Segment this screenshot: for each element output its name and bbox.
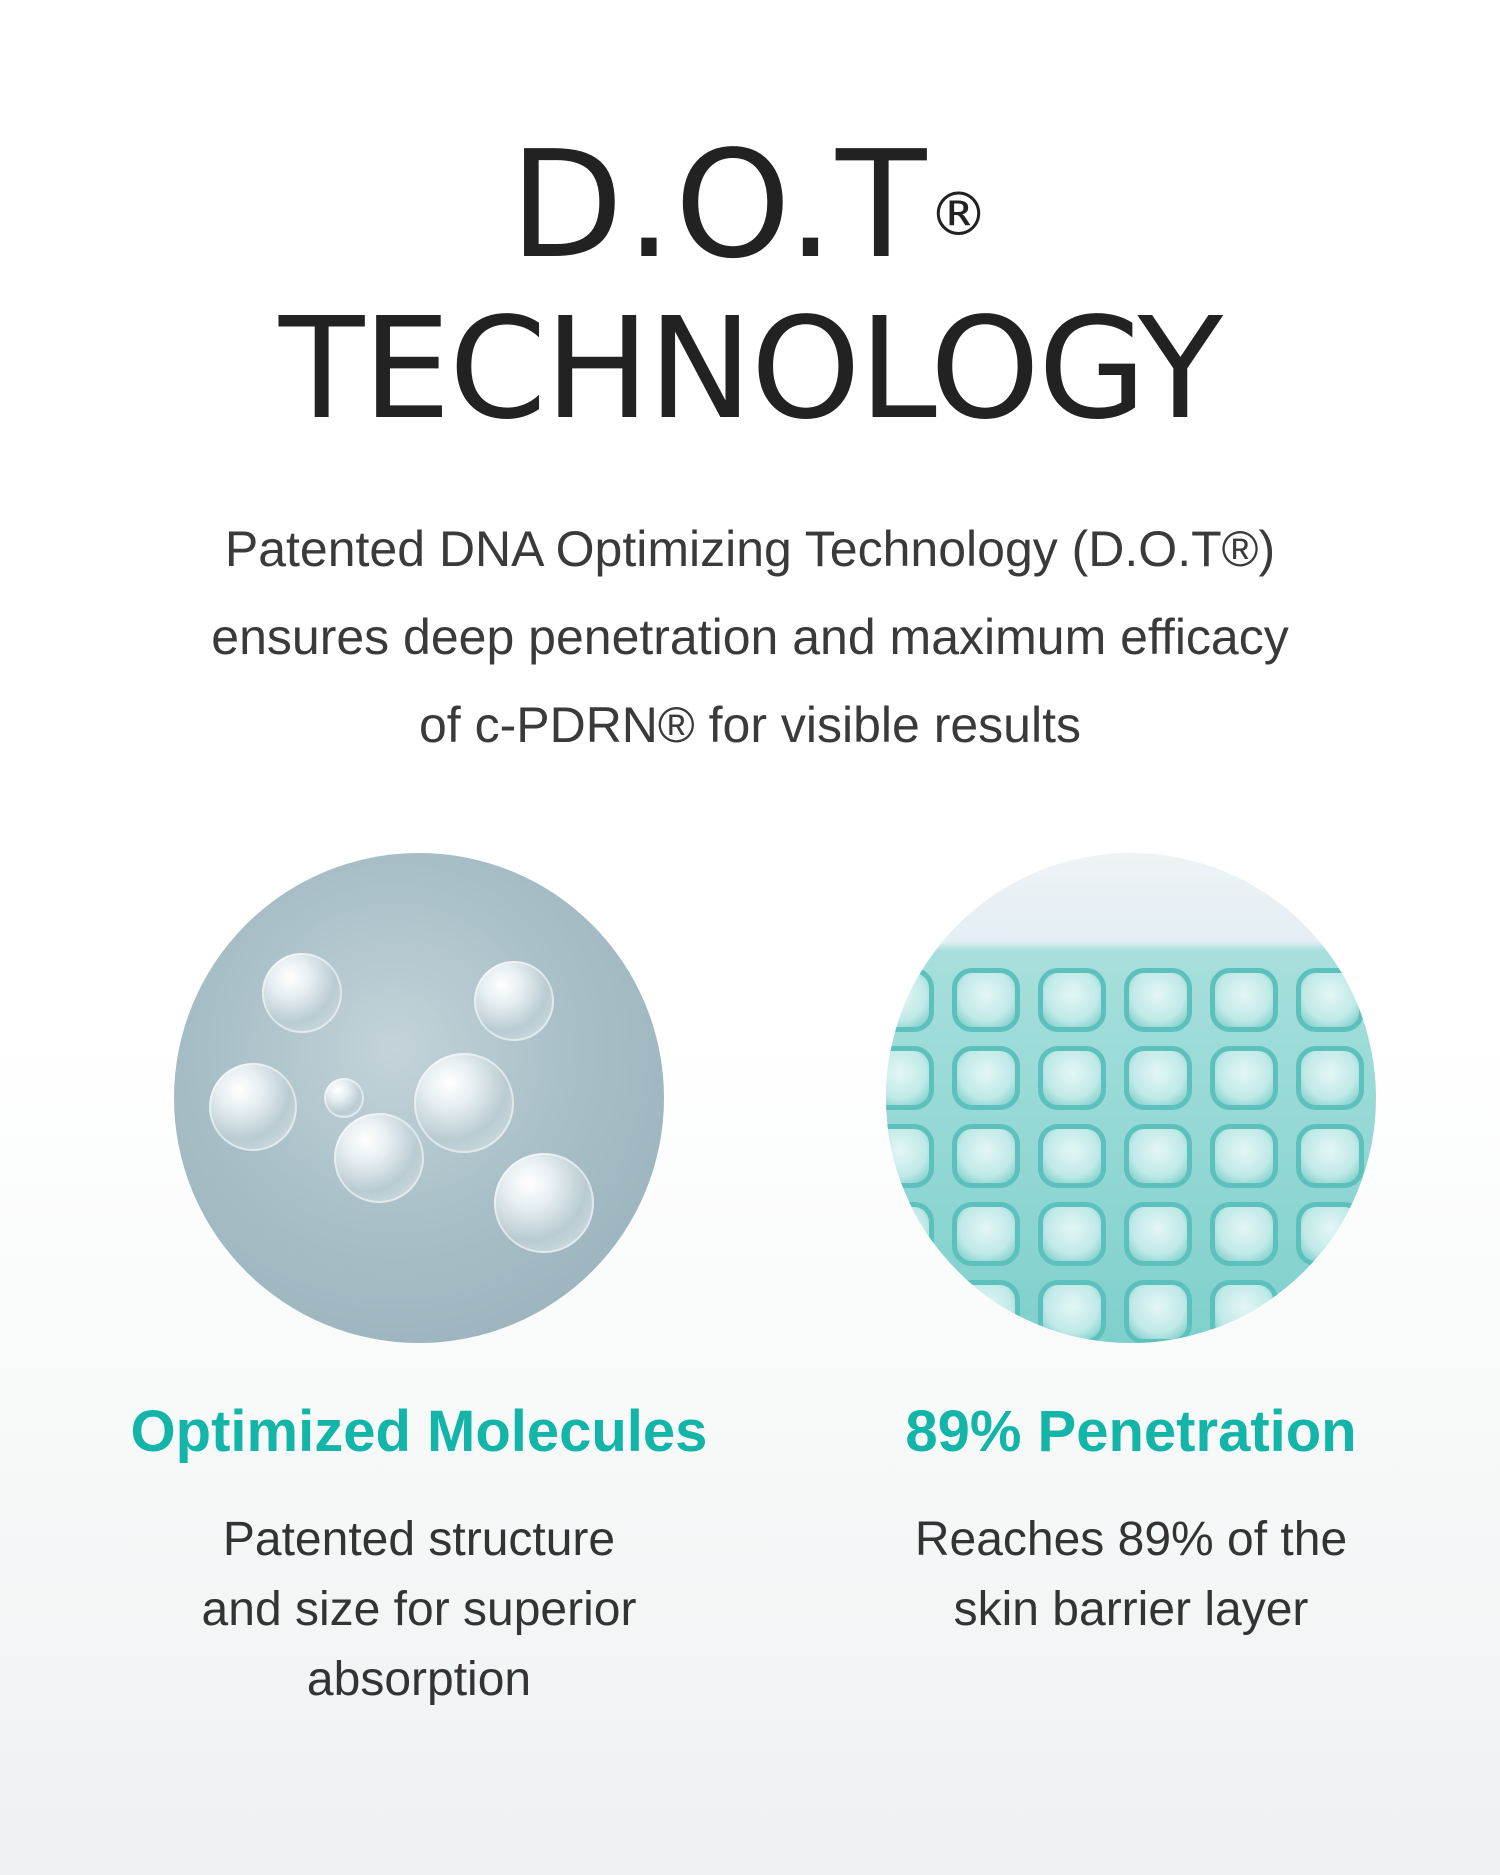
cell-shape [886,1124,934,1188]
cell-shape [886,1280,934,1343]
cell-shape [952,968,1020,1032]
intro-paragraph: Patented DNA Optimizing Technology (D.O.… [100,505,1400,769]
description-line: skin barrier layer [953,1583,1309,1636]
title-line-2: TECHNOLOGY [278,288,1223,451]
cell-shape [886,1202,934,1266]
cell-shape [1210,1124,1278,1188]
cell-shape [886,968,934,1032]
intro-line: Patented DNA Optimizing Technology (D.O.… [224,521,1276,577]
description-line: and size for superior [201,1583,637,1636]
intro-line: of c-PDRN® for visible results [419,697,1081,753]
cell-shape [952,1124,1020,1188]
title-text: D.O.T [509,119,929,291]
description-line: Reaches 89% of the [914,1513,1348,1566]
cell-shape [1038,1046,1106,1110]
cell-shape [1038,1124,1106,1188]
skin-cells-image [886,853,1376,1343]
cell-shape [1038,1280,1106,1343]
feature-heading: Optimized Molecules [130,1399,708,1464]
molecule-image [174,853,664,1343]
description-line: absorption [306,1653,532,1706]
cell-shape [1210,1046,1278,1110]
cell-shape [1210,1202,1278,1266]
description-line: Patented structure [222,1513,616,1566]
cell-shape [1296,968,1364,1032]
registered-mark: ® [928,180,991,250]
cell-shape [1210,1280,1278,1343]
cell-shape [1296,1124,1364,1188]
cell-shape [1124,968,1192,1032]
cell-shape [1296,1046,1364,1110]
cell-shape [1296,1280,1364,1343]
cell-shape [1124,1124,1192,1188]
cell-shape [886,1046,934,1110]
feature-heading: 89% Penetration [905,1399,1357,1464]
cell-shape [1038,968,1106,1032]
cell-shape [1210,968,1278,1032]
cell-shape [1124,1202,1192,1266]
cell-shape [1296,1202,1364,1266]
feature-description: Reaches 89% of the skin barrier layer [831,1505,1431,1645]
intro-line: ensures deep penetration and maximum eff… [211,609,1289,665]
cell-shape [1038,1202,1106,1266]
cell-shape [952,1046,1020,1110]
cell-shape [1124,1046,1192,1110]
title-line-1: D.O.T® [0,130,1500,280]
cell-shape [952,1202,1020,1266]
feature-description: Patented structure and size for superior… [119,1505,719,1715]
cell-shape [1124,1280,1192,1343]
cell-shape [952,1280,1020,1343]
